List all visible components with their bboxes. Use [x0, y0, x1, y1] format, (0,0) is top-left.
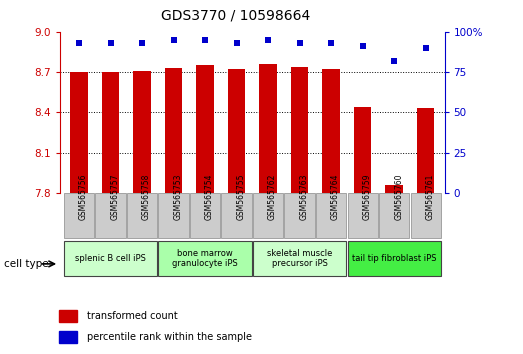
Text: bone marrow
granulocyte iPS: bone marrow granulocyte iPS — [172, 249, 238, 268]
Text: GSM565759: GSM565759 — [362, 173, 372, 220]
Point — [358, 44, 367, 49]
Bar — [259, 64, 277, 193]
Point — [422, 45, 430, 51]
FancyBboxPatch shape — [64, 240, 157, 276]
Text: GSM565757: GSM565757 — [110, 173, 120, 220]
Text: percentile rank within the sample: percentile rank within the sample — [87, 332, 252, 342]
FancyBboxPatch shape — [221, 193, 252, 239]
Text: tail tip fibroblast iPS: tail tip fibroblast iPS — [352, 254, 436, 263]
FancyBboxPatch shape — [64, 193, 94, 239]
Text: skeletal muscle
precursor iPS: skeletal muscle precursor iPS — [267, 249, 332, 268]
Text: GSM565763: GSM565763 — [300, 173, 309, 220]
FancyBboxPatch shape — [127, 193, 157, 239]
FancyBboxPatch shape — [158, 193, 189, 239]
Point — [327, 40, 335, 46]
Point — [232, 40, 241, 46]
FancyBboxPatch shape — [285, 193, 315, 239]
Text: GSM565754: GSM565754 — [205, 173, 214, 220]
Text: GSM565755: GSM565755 — [236, 173, 246, 220]
Text: GSM565764: GSM565764 — [331, 173, 340, 220]
FancyBboxPatch shape — [347, 240, 441, 276]
Text: GSM565753: GSM565753 — [174, 173, 183, 220]
FancyBboxPatch shape — [347, 193, 378, 239]
Point — [201, 37, 209, 43]
FancyBboxPatch shape — [316, 193, 346, 239]
Bar — [59, 310, 77, 322]
Point — [75, 40, 83, 46]
Bar — [102, 72, 119, 193]
Point — [106, 40, 115, 46]
Text: GDS3770 / 10598664: GDS3770 / 10598664 — [161, 9, 310, 23]
Bar — [323, 69, 340, 193]
Bar — [228, 69, 245, 193]
Bar — [133, 71, 151, 193]
FancyBboxPatch shape — [95, 193, 126, 239]
Point — [295, 40, 304, 46]
Point — [390, 58, 399, 64]
Text: GSM565762: GSM565762 — [268, 173, 277, 220]
Point — [169, 37, 178, 43]
FancyBboxPatch shape — [190, 193, 220, 239]
Bar — [291, 67, 308, 193]
Text: GSM565760: GSM565760 — [394, 173, 403, 220]
Bar — [417, 108, 434, 193]
Text: splenic B cell iPS: splenic B cell iPS — [75, 254, 146, 263]
Text: GSM565758: GSM565758 — [142, 173, 151, 220]
Bar — [71, 72, 88, 193]
FancyBboxPatch shape — [379, 193, 410, 239]
Point — [138, 40, 146, 46]
Text: cell type: cell type — [4, 259, 49, 269]
Bar — [385, 185, 403, 193]
FancyBboxPatch shape — [411, 193, 441, 239]
FancyBboxPatch shape — [158, 240, 252, 276]
Text: GSM565761: GSM565761 — [426, 173, 435, 220]
Bar — [197, 65, 214, 193]
Text: GSM565756: GSM565756 — [79, 173, 88, 220]
FancyBboxPatch shape — [253, 193, 283, 239]
Bar — [59, 331, 77, 343]
FancyBboxPatch shape — [253, 240, 346, 276]
Bar — [165, 68, 182, 193]
Text: transformed count: transformed count — [87, 311, 178, 321]
Point — [264, 37, 272, 43]
Bar — [354, 107, 371, 193]
